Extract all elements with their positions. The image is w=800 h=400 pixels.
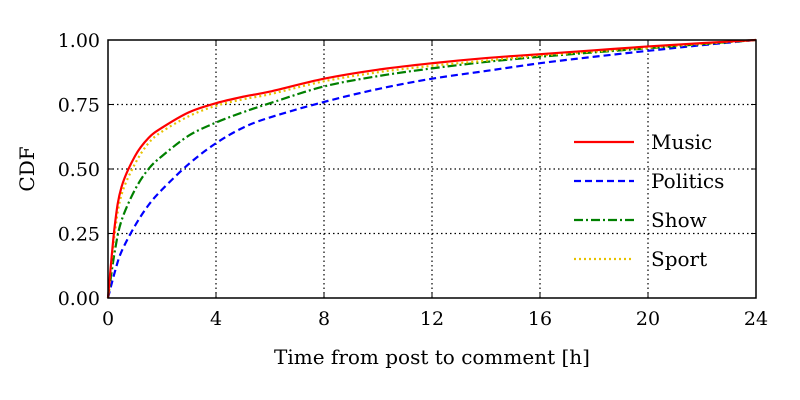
y-tick-label: 0.50: [58, 159, 100, 181]
x-tick-label: 8: [318, 308, 330, 330]
y-axis-label: CDF: [15, 146, 39, 191]
series-line-music: [106, 38, 757, 299]
x-tick-label: 20: [636, 308, 660, 330]
grid-lines: [108, 40, 756, 298]
x-tick-label: 16: [528, 308, 552, 330]
x-tick-label: 12: [420, 308, 444, 330]
y-tick-label: 1.00: [58, 30, 100, 52]
legend-label-show: Show: [651, 208, 707, 232]
x-axis-label: Time from post to comment [h]: [274, 345, 590, 369]
y-tick-label: 0.00: [58, 288, 100, 310]
series-line-politics: [106, 38, 757, 299]
axis-ticks: 0 4 8 12 16 20 24 0.00 0.25 0.50 0.75 1.00: [58, 30, 768, 330]
series-line-show: [106, 38, 757, 299]
x-tick-label: 4: [210, 308, 222, 330]
legend-label-music: Music: [651, 130, 712, 154]
x-tick-label: 0: [102, 308, 114, 330]
legend-label-sport: Sport: [651, 247, 707, 271]
y-tick-label: 0.25: [58, 224, 100, 246]
legend: Music Politics Show Sport: [574, 130, 724, 271]
series-line-sport: [106, 38, 757, 299]
x-tick-label: 24: [744, 308, 768, 330]
y-tick-label: 0.75: [58, 95, 100, 117]
series-lines: [106, 38, 757, 299]
legend-label-politics: Politics: [651, 169, 724, 193]
